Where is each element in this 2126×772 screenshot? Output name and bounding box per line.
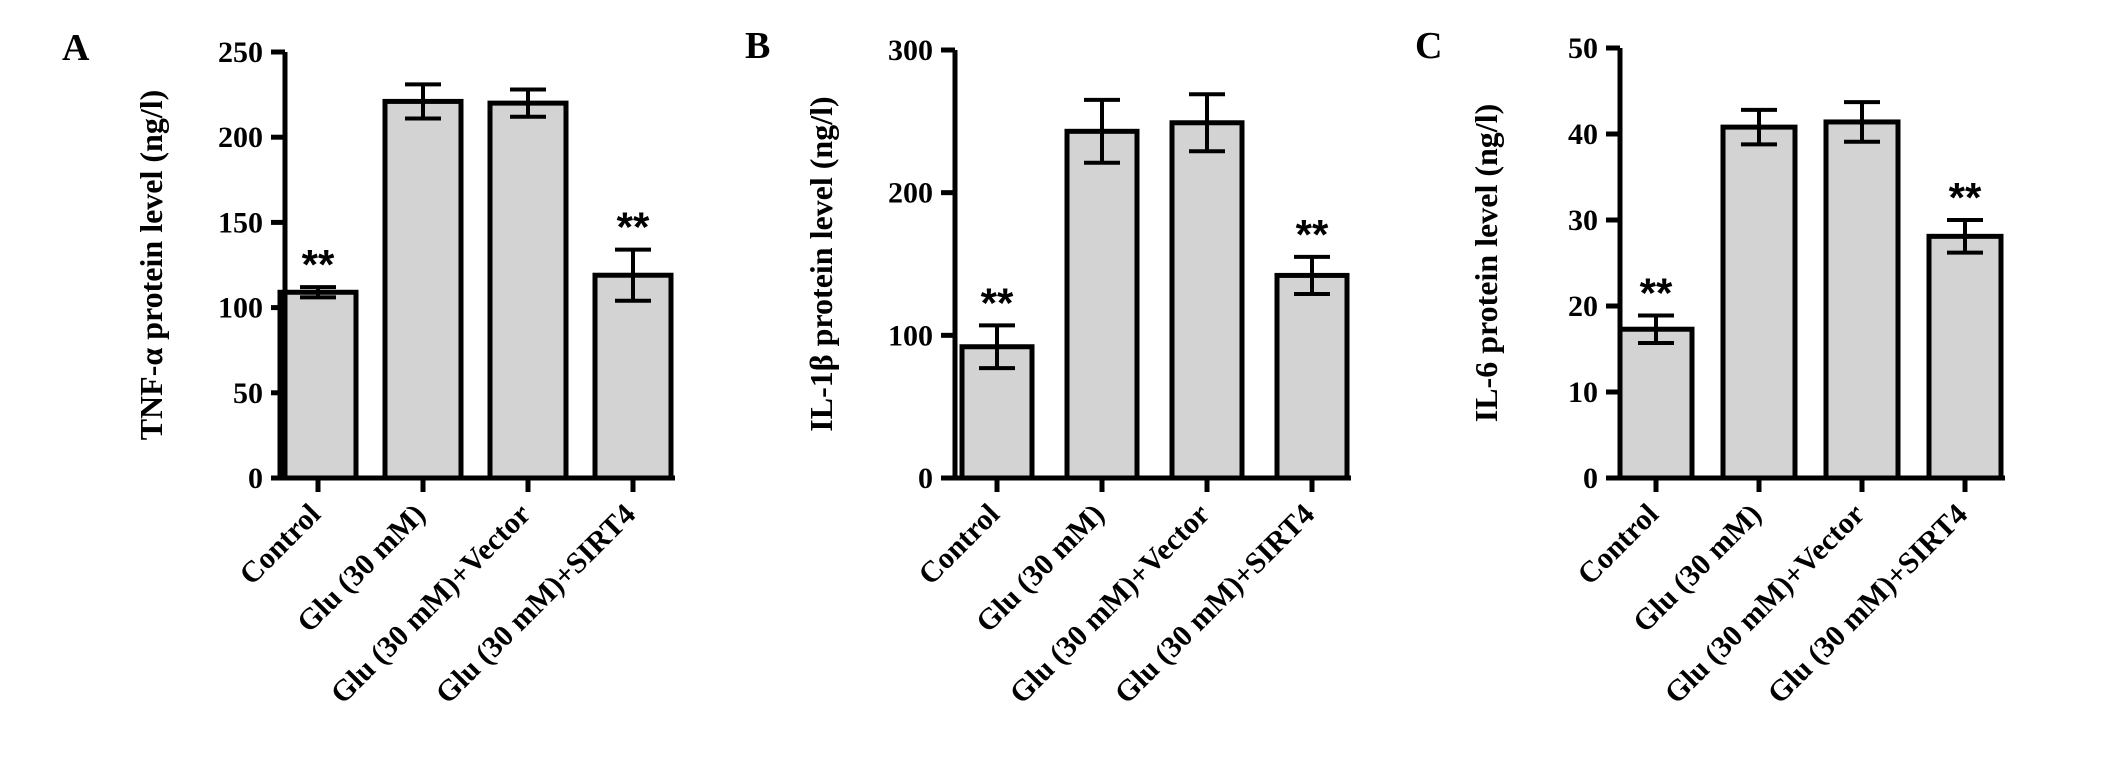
y-tick-label: 200 (888, 177, 933, 210)
category-label-1: Control (233, 498, 327, 592)
y-tick-label: 20 (1568, 290, 1598, 323)
panel-b: B IL-1β protein level (ng/l) ** ** 0 100 200 30… (745, 25, 1351, 710)
bar-2 (1064, 128, 1140, 481)
panel-letter: C (1415, 25, 1442, 67)
error-bar-1 (979, 323, 1015, 371)
y-axis-label: IL-1β protein level (ng/l) (803, 96, 839, 431)
y-axis-label: IL-6 protein level (ng/l) (1468, 104, 1504, 423)
error-bar-4 (1947, 218, 1983, 255)
significance-marker-1: ** (981, 279, 1014, 326)
significance-marker-4: ** (1296, 211, 1329, 258)
y-tick-label: 30 (1568, 204, 1598, 237)
error-bar-1 (1638, 313, 1674, 345)
category-label-4: Glu (30 mM)+SIRT4 (429, 498, 642, 711)
error-bar-3 (510, 87, 546, 119)
y-tick-label: 300 (888, 34, 933, 67)
error-bar-1 (300, 285, 336, 300)
bar-1 (277, 289, 359, 481)
error-bar-2 (1741, 107, 1777, 147)
panel-letter: A (62, 27, 90, 69)
y-tick-label: 40 (1568, 118, 1598, 151)
y-axis-label: TNF-α protein level (ng/l) (133, 90, 169, 441)
bar-3 (1169, 120, 1245, 481)
y-tick-label: 250 (218, 36, 263, 69)
y-tick-label: 0 (1583, 462, 1598, 495)
panel-a: A TNF-α protein level (ng/l) ** ** 0 50 100 150… (62, 27, 675, 710)
category-label-3: Glu (30 mM)+Vector (1003, 498, 1216, 711)
y-tick-label: 100 (888, 319, 933, 352)
significance-marker-4: ** (1949, 174, 1982, 221)
y-tick-label: 200 (218, 121, 263, 154)
error-bar-2 (1084, 97, 1120, 165)
panel-letter: B (745, 25, 770, 67)
y-tick-label: 150 (218, 206, 263, 239)
y-tick-label: 0 (918, 462, 933, 495)
bar-2 (1720, 124, 1798, 481)
y-tick-label: 50 (233, 377, 263, 410)
category-label-1: Control (912, 498, 1006, 592)
y-tick-label: 10 (1568, 376, 1598, 409)
error-bar-4 (615, 247, 651, 303)
significance-marker-1: ** (302, 241, 335, 288)
bar-4 (592, 272, 674, 481)
category-label-4: Glu (30 mM)+SIRT4 (1761, 498, 1974, 711)
category-label-1: Control (1571, 498, 1665, 592)
panel-c: C IL-6 protein level (ng/l) ** ** 0 10 20 30 40 5… (1415, 25, 2005, 710)
bar-1 (1617, 326, 1695, 481)
error-bar-4 (1294, 254, 1330, 296)
y-tick-label: 100 (218, 292, 263, 325)
error-bar-3 (1189, 92, 1225, 154)
bar-3 (1823, 119, 1901, 481)
y-tick-label: 50 (1568, 32, 1598, 65)
y-tick-label: 0 (248, 462, 263, 495)
bar-2 (382, 98, 464, 481)
bar-4 (1274, 272, 1350, 481)
bar-4 (1926, 233, 2004, 481)
significance-marker-1: ** (1640, 269, 1673, 316)
category-label-3: Glu (30 mM)+Vector (324, 498, 537, 711)
category-label-3: Glu (30 mM)+Vector (1658, 498, 1871, 711)
error-bar-3 (1844, 100, 1880, 144)
error-bar-2 (405, 82, 441, 121)
category-label-4: Glu (30 mM)+SIRT4 (1108, 498, 1321, 711)
bar-3 (487, 100, 569, 481)
significance-marker-4: ** (617, 204, 650, 251)
